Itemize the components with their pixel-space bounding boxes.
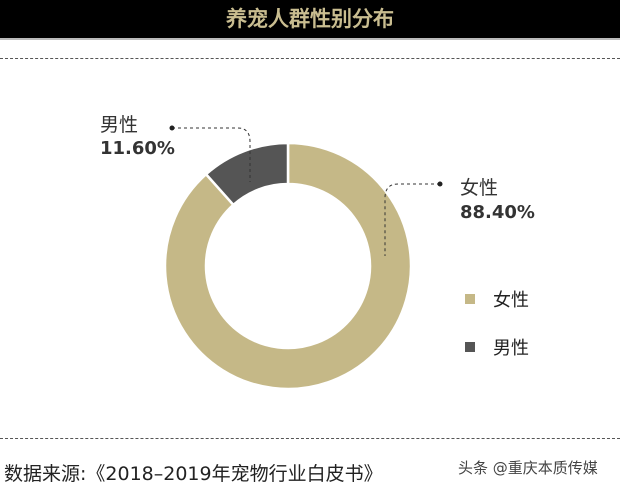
legend-label-female: 女性: [493, 290, 529, 311]
legend-swatch-male: [465, 342, 475, 352]
donut-slice-male: [204, 141, 290, 207]
watermark: 头条 @重庆本质传媒: [458, 459, 598, 477]
bottom-divider: [0, 438, 620, 439]
donut-slice-female: [163, 141, 413, 391]
chart-title: 养宠人群性别分布: [0, 0, 620, 40]
legend-item-male: 男性: [465, 334, 529, 360]
legend-label-male: 男性: [493, 338, 529, 359]
leader-dot-female: [437, 181, 443, 187]
top-divider: [0, 58, 620, 59]
value-label-female: 88.40%: [460, 202, 535, 223]
label-male: 男性: [100, 114, 139, 136]
source-note: 数据来源:《2018–2019年宠物行业白皮书》: [4, 463, 383, 485]
value-label-male: 11.60%: [100, 138, 175, 159]
legend-item-female: 女性: [465, 286, 529, 312]
legend-swatch-female: [465, 294, 475, 304]
leader-dot-male: [169, 125, 175, 131]
leader-line-male: [172, 127, 251, 182]
label-female: 女性: [460, 177, 499, 199]
leader-line-female: [384, 183, 440, 256]
